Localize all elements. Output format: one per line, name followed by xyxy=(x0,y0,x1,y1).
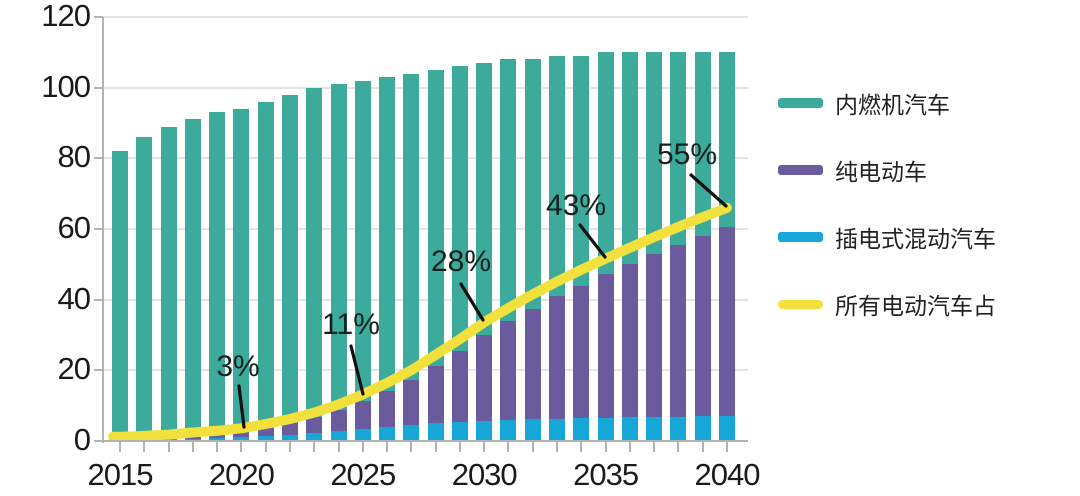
x-tick-2018 xyxy=(191,442,194,452)
x-tick-2034 xyxy=(580,442,583,452)
x-tick-2028 xyxy=(434,442,437,452)
y-axis-label-80: 80 xyxy=(57,139,91,175)
x-tick-2031 xyxy=(507,442,510,452)
bev-legend-swatch xyxy=(778,165,823,175)
gridline-y-120 xyxy=(103,16,748,18)
x-tick-2036 xyxy=(628,442,631,452)
annotation-label-2030: 28% xyxy=(430,245,492,278)
x-tick-2039 xyxy=(701,442,704,452)
ev-share-legend-swatch xyxy=(778,299,823,309)
x-tick-2026 xyxy=(386,442,389,452)
ev-share-legend-label: 所有电动汽车占 xyxy=(835,293,996,319)
phev-legend-label: 插电式混动汽车 xyxy=(835,226,996,252)
x-tick-2017 xyxy=(167,442,170,452)
y-axis-line xyxy=(102,17,104,443)
x-tick-2024 xyxy=(337,442,340,452)
y-tick-20 xyxy=(94,369,103,372)
x-tick-2022 xyxy=(288,442,291,452)
x-axis-label-2025: 2025 xyxy=(330,457,396,492)
annotation-label-2035: 43% xyxy=(545,189,607,222)
legend-item-bev: 纯电动车 xyxy=(778,157,927,185)
x-tick-2037 xyxy=(653,442,656,452)
x-tick-2035 xyxy=(604,442,607,452)
annotation-label-2040: 55% xyxy=(656,138,718,171)
x-tick-2040 xyxy=(726,442,728,452)
x-axis-label-2020: 2020 xyxy=(208,457,275,492)
y-tick-120 xyxy=(94,16,103,18)
legend-item-phev: 插电式混动汽车 xyxy=(778,224,996,252)
y-tick-40 xyxy=(94,298,103,301)
legend: 内燃机汽车 纯电动车 插电式混动汽车 所有电动汽车占 xyxy=(778,0,1078,496)
gridline-y-100 xyxy=(103,86,748,89)
bev-legend-label: 纯电动车 xyxy=(835,159,927,185)
x-tick-2020 xyxy=(240,442,243,452)
x-axis-line xyxy=(103,440,748,442)
y-tick-80 xyxy=(94,157,103,160)
ice-legend-swatch xyxy=(778,98,823,108)
x-axis-label-2035: 2035 xyxy=(573,457,639,492)
x-tick-2023 xyxy=(313,442,316,452)
x-tick-2030 xyxy=(483,442,486,452)
x-axis-label-2040: 2040 xyxy=(694,457,761,492)
x-tick-2025 xyxy=(361,442,364,452)
x-tick-2033 xyxy=(556,442,559,452)
x-tick-2021 xyxy=(264,442,267,452)
annotation-label-2025: 11% xyxy=(322,308,380,341)
x-axis-label-2015: 2015 xyxy=(87,457,154,492)
y-axis-label-40: 40 xyxy=(57,280,91,316)
gridline-y-80 xyxy=(103,157,748,160)
y-axis-label-20: 20 xyxy=(57,351,91,387)
x-tick-2016 xyxy=(143,442,146,452)
x-tick-2027 xyxy=(410,442,413,452)
x-axis-label-2030: 2030 xyxy=(451,457,518,492)
bar-segment-2038 xyxy=(670,52,687,245)
x-tick-2019 xyxy=(216,442,219,452)
legend-item-ev-share: 所有电动汽车占 xyxy=(778,291,996,319)
y-axis-label-120: 120 xyxy=(41,0,91,33)
x-tick-2032 xyxy=(531,442,534,452)
x-tick-2029 xyxy=(458,442,461,452)
phev-legend-swatch xyxy=(778,232,823,242)
x-tick-2038 xyxy=(677,442,680,452)
y-tick-100 xyxy=(94,86,103,89)
y-tick-60 xyxy=(94,228,103,230)
legend-item-ice: 内燃机汽车 xyxy=(778,90,950,118)
x-tick-2015 xyxy=(119,442,121,452)
y-axis-label-0: 0 xyxy=(73,422,91,457)
y-axis-label-100: 100 xyxy=(41,68,91,104)
annotation-label-2020: 3% xyxy=(216,350,260,383)
y-axis-label-60: 60 xyxy=(57,210,91,245)
y-tick-0 xyxy=(94,440,103,442)
ice-legend-label: 内燃机汽车 xyxy=(835,92,950,118)
